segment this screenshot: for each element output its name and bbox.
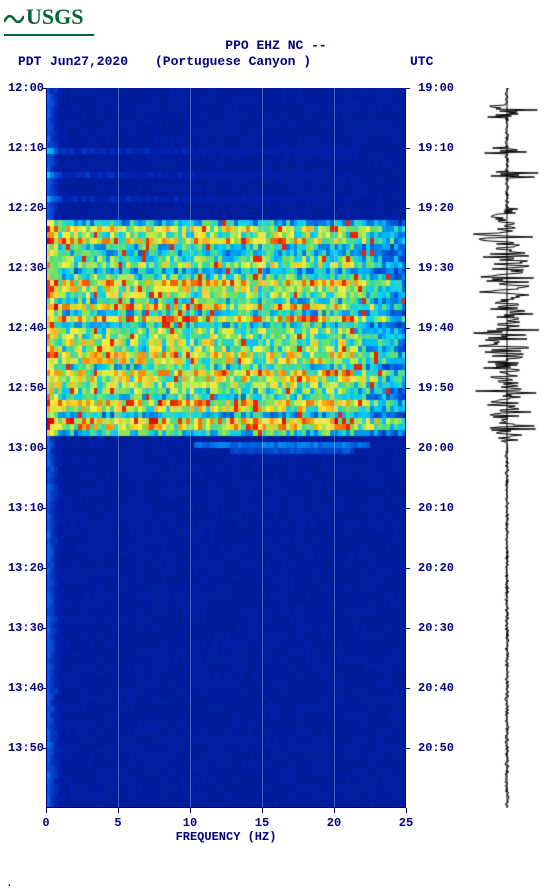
y-left-tick-label: 12:40 — [8, 321, 44, 335]
usgs-text: USGS — [26, 4, 83, 29]
y-right-tick-label: 20:30 — [418, 621, 454, 635]
x-tick-mark — [406, 808, 407, 813]
station-channel-title: PPO EHZ NC -- — [0, 38, 552, 53]
tick-mark — [42, 448, 46, 449]
x-tick-label: 15 — [255, 816, 269, 830]
x-tick-label: 5 — [114, 816, 121, 830]
grid-line — [118, 88, 119, 808]
pdt-label: PDT — [18, 54, 41, 69]
y-right-tick-label: 19:00 — [418, 81, 454, 95]
date-label: Jun27,2020 — [50, 54, 128, 69]
x-tick-label: 25 — [399, 816, 413, 830]
y-left-tick-label: 13:00 — [8, 441, 44, 455]
tick-mark — [42, 748, 46, 749]
tick-mark — [406, 688, 410, 689]
tick-mark — [406, 748, 410, 749]
x-tick-label: 0 — [42, 816, 49, 830]
y-left-tick-label: 13:30 — [8, 621, 44, 635]
x-axis-title: FREQUENCY (HZ) — [46, 830, 406, 844]
y-right-tick-label: 19:50 — [418, 381, 454, 395]
x-tick-mark — [118, 808, 119, 813]
tick-mark — [42, 268, 46, 269]
tick-mark — [406, 508, 410, 509]
tick-mark — [42, 688, 46, 689]
y-left-tick-label: 13:40 — [8, 681, 44, 695]
location-label: (Portuguese Canyon ) — [155, 54, 311, 69]
tick-mark — [406, 328, 410, 329]
usgs-wave-icon — [4, 6, 24, 32]
x-tick-label: 20 — [327, 816, 341, 830]
usgs-underline — [4, 34, 94, 36]
tick-mark — [406, 268, 410, 269]
tick-mark — [42, 388, 46, 389]
seismogram-canvas — [472, 88, 542, 808]
x-axis-frequency: FREQUENCY (HZ) 0510152025 — [46, 812, 406, 842]
y-right-tick-label: 19:20 — [418, 201, 454, 215]
tick-mark — [42, 88, 46, 89]
y-right-tick-label: 19:30 — [418, 261, 454, 275]
tick-mark — [42, 508, 46, 509]
x-tick-mark — [46, 808, 47, 813]
y-left-tick-label: 12:20 — [8, 201, 44, 215]
tick-mark — [42, 148, 46, 149]
y-axis-left-pdt: 12:0012:1012:2012:3012:4012:5013:0013:10… — [4, 88, 44, 808]
grid-line — [190, 88, 191, 808]
y-right-tick-label: 20:20 — [418, 561, 454, 575]
tick-mark — [42, 328, 46, 329]
grid-line — [334, 88, 335, 808]
tick-mark — [42, 208, 46, 209]
y-left-tick-label: 13:20 — [8, 561, 44, 575]
x-tick-mark — [334, 808, 335, 813]
seismogram-trace — [472, 88, 542, 808]
y-right-tick-label: 20:00 — [418, 441, 454, 455]
tick-mark — [406, 148, 410, 149]
y-right-tick-label: 20:50 — [418, 741, 454, 755]
x-tick-mark — [262, 808, 263, 813]
y-right-tick-label: 20:40 — [418, 681, 454, 695]
x-tick-label: 10 — [183, 816, 197, 830]
tick-mark — [406, 388, 410, 389]
footer-mark: . — [6, 878, 13, 890]
tick-mark — [406, 628, 410, 629]
y-right-tick-label: 20:10 — [418, 501, 454, 515]
y-axis-right-utc: 19:0019:1019:2019:3019:4019:5020:0020:10… — [410, 88, 455, 808]
spectrogram-plot — [46, 88, 406, 808]
y-left-tick-label: 12:50 — [8, 381, 44, 395]
y-right-tick-label: 19:10 — [418, 141, 454, 155]
tick-mark — [42, 568, 46, 569]
tick-mark — [406, 88, 410, 89]
tick-mark — [42, 628, 46, 629]
tick-mark — [406, 568, 410, 569]
y-left-tick-label: 12:00 — [8, 81, 44, 95]
y-right-tick-label: 19:40 — [418, 321, 454, 335]
grid-line — [262, 88, 263, 808]
usgs-logo: USGS — [4, 4, 94, 36]
spectrogram-canvas — [46, 88, 406, 808]
tick-mark — [406, 208, 410, 209]
y-left-tick-label: 12:10 — [8, 141, 44, 155]
y-left-tick-label: 13:10 — [8, 501, 44, 515]
tick-mark — [406, 448, 410, 449]
x-tick-mark — [190, 808, 191, 813]
y-left-tick-label: 12:30 — [8, 261, 44, 275]
utc-label: UTC — [410, 54, 433, 69]
y-left-tick-label: 13:50 — [8, 741, 44, 755]
